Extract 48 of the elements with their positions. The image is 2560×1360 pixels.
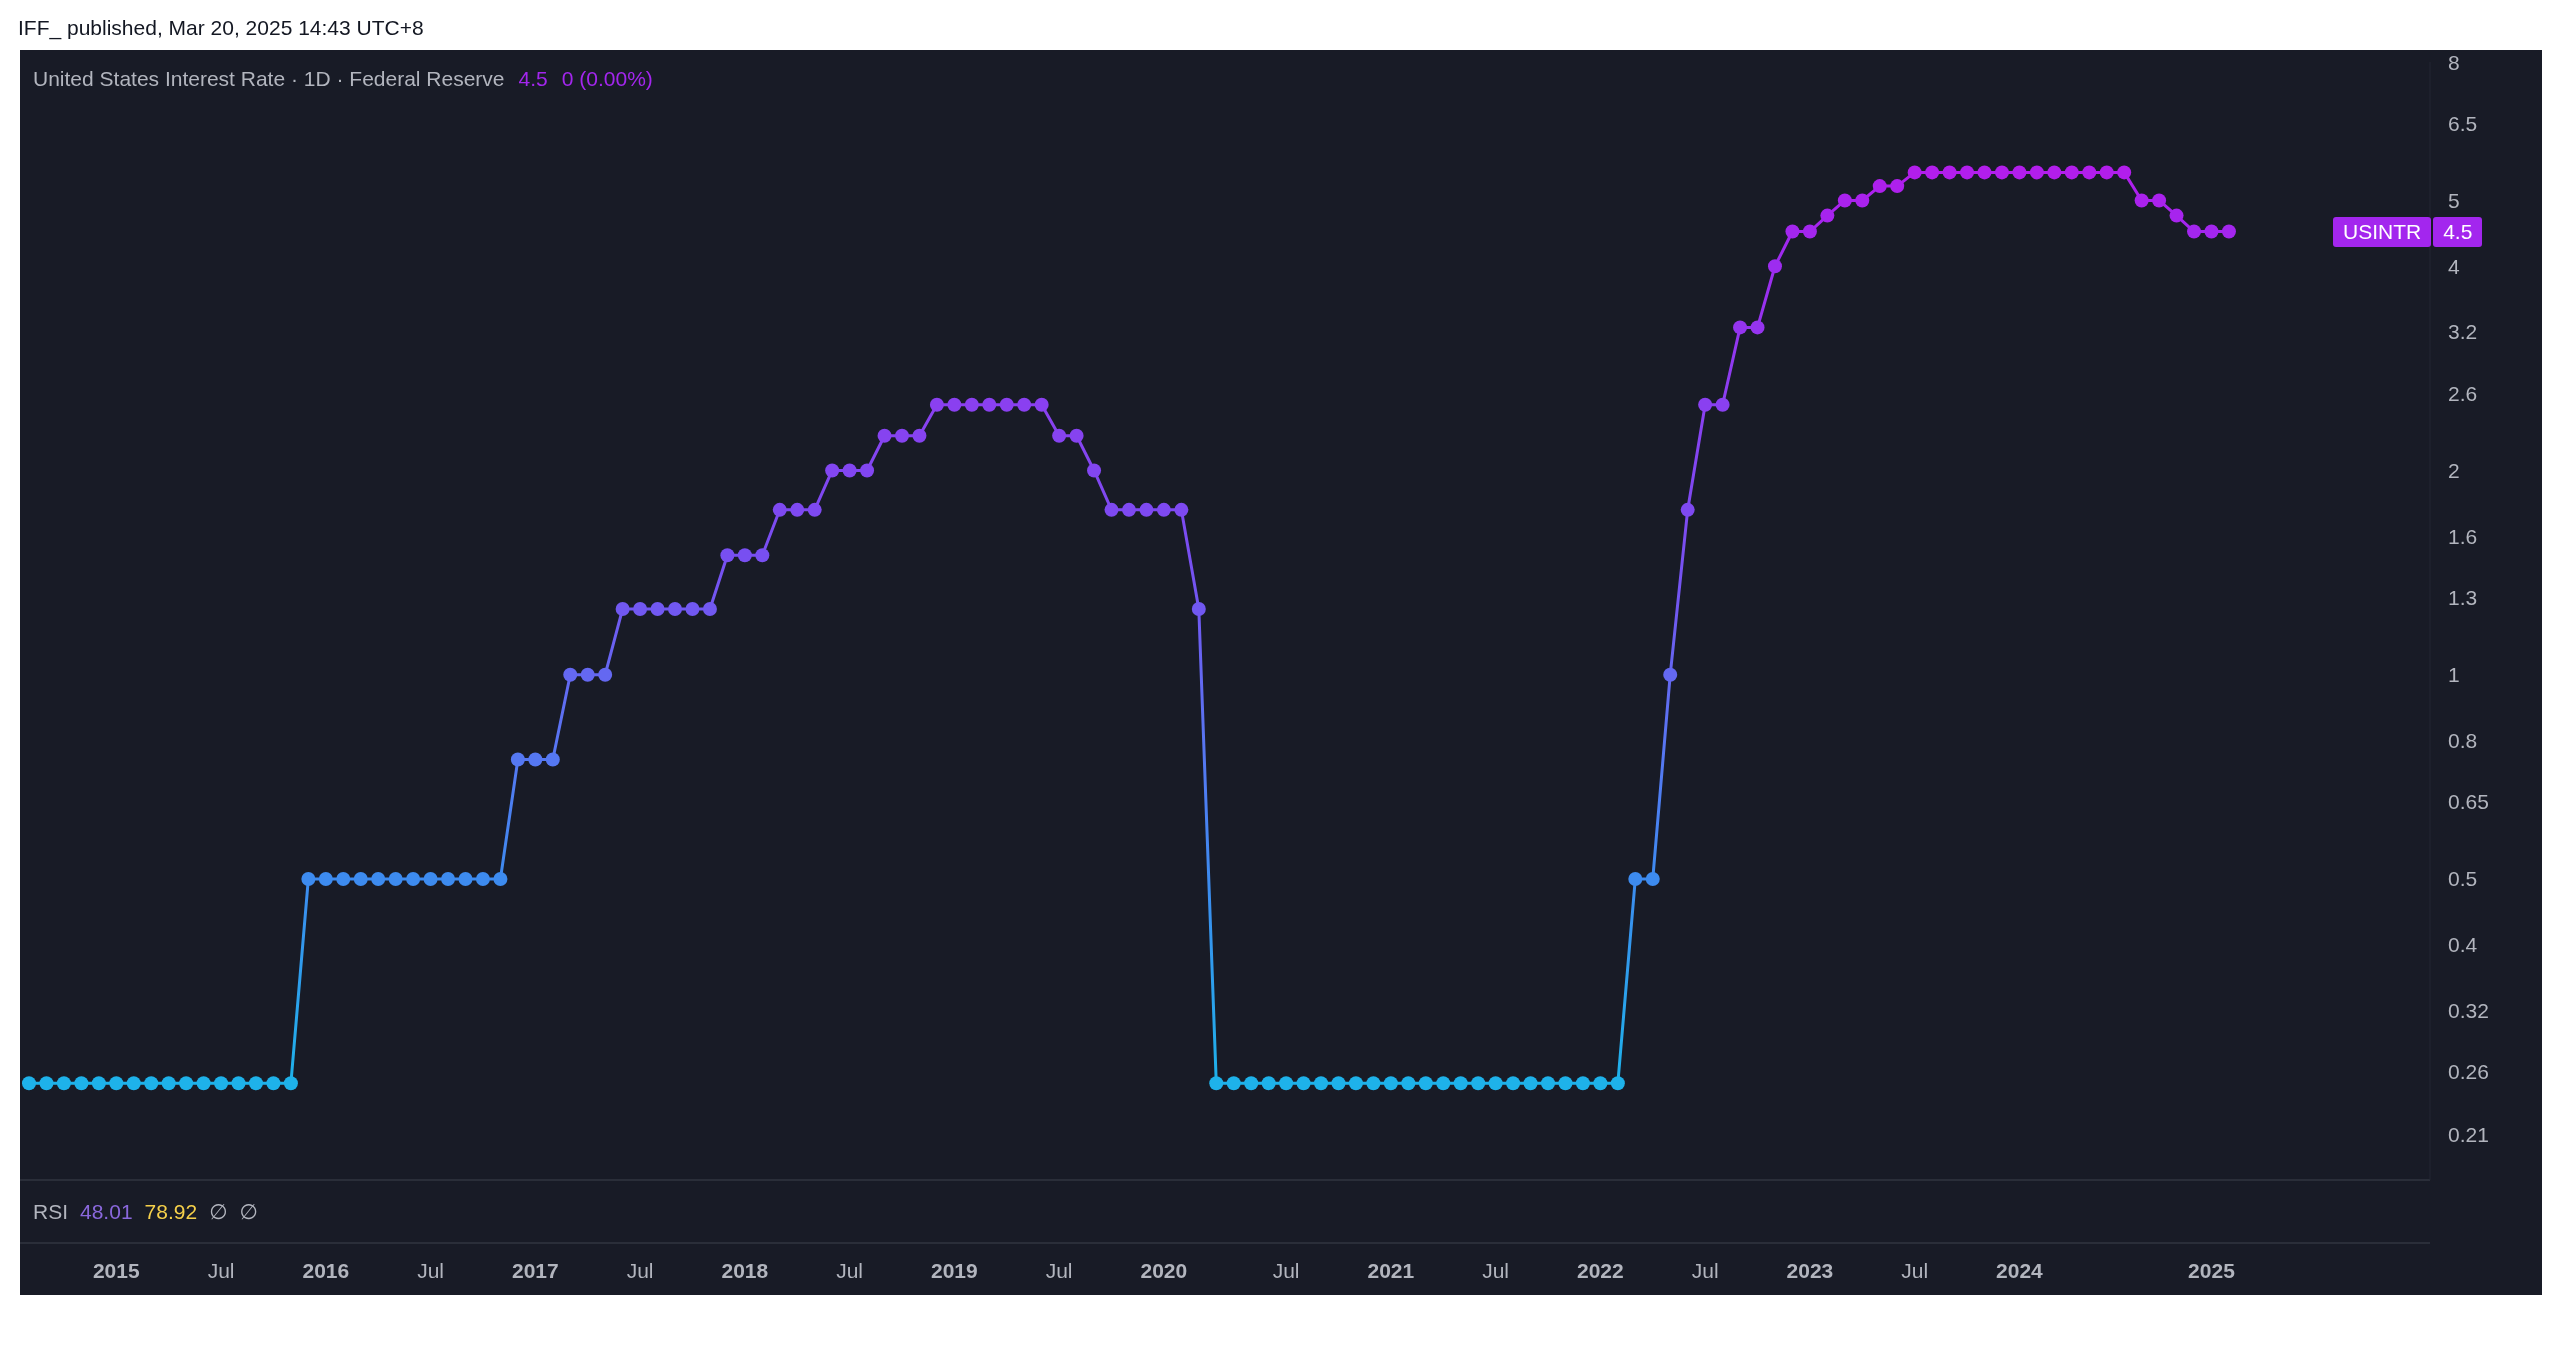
x-tick-label: Jul bbox=[1901, 1258, 1929, 1282]
x-tick-label: 2024 bbox=[1996, 1258, 2044, 1282]
x-tick-label: 2023 bbox=[1786, 1258, 1834, 1282]
x-tick-label: 2025 bbox=[2188, 1258, 2236, 1282]
y-tick-label: 0.32 bbox=[2448, 998, 2489, 1022]
x-tick-label: Jul bbox=[1482, 1258, 1510, 1282]
y-tick-label: 0.5 bbox=[2448, 867, 2478, 891]
x-tick-label: Jul bbox=[836, 1258, 864, 1282]
x-tick-label: 2017 bbox=[511, 1258, 559, 1282]
y-tick-label: 2 bbox=[2448, 458, 2460, 482]
x-tick-label: Jul bbox=[1691, 1258, 1719, 1282]
x-tick-label: Jul bbox=[626, 1258, 654, 1282]
annotation: 4.5 bbox=[518, 66, 548, 92]
text: ∅ bbox=[209, 1198, 228, 1225]
x-tick-label: 2019 bbox=[931, 1258, 978, 1282]
y-tick-label: 5 bbox=[2448, 188, 2460, 212]
y-tick-label: 0.8 bbox=[2448, 728, 2478, 752]
text: ∅ bbox=[239, 1198, 258, 1225]
x-tick-label: 2022 bbox=[1577, 1258, 1624, 1282]
text: 78.92 bbox=[144, 1198, 198, 1225]
y-tick-label: 0.21 bbox=[2448, 1123, 2489, 1147]
y-tick-label: 4 bbox=[2448, 254, 2460, 278]
x-tick-label: Jul bbox=[417, 1258, 445, 1282]
y-tick-label: 0.65 bbox=[2448, 790, 2489, 814]
text: RSI bbox=[33, 1198, 69, 1225]
x-tick-label: Jul bbox=[1272, 1258, 1300, 1282]
x-tick-label: 2020 bbox=[1140, 1258, 1188, 1282]
y-tick-label: 1.6 bbox=[2448, 524, 2478, 548]
y-tick-label: 1 bbox=[2448, 663, 2460, 687]
annotation: 0 (0.00%) bbox=[561, 66, 653, 92]
x-tick-label: 2018 bbox=[721, 1258, 769, 1282]
y-tick-label: 6.5 bbox=[2448, 111, 2478, 135]
y-tick-label: 0.26 bbox=[2448, 1060, 2489, 1084]
x-tick-label: 2015 bbox=[92, 1258, 140, 1282]
text: IFF_ published, Mar 20, 2025 14:43 UTC+8 bbox=[18, 15, 424, 42]
x-tick-label: Jul bbox=[1045, 1258, 1073, 1282]
text: 4.5 bbox=[2433, 216, 2483, 247]
chart-title: United States Interest Rate · 1D · Federal Reserve bbox=[33, 66, 505, 92]
x-tick-label: 2016 bbox=[302, 1258, 350, 1282]
y-tick-label: 2.6 bbox=[2448, 381, 2478, 405]
y-tick-label: 1.3 bbox=[2448, 585, 2478, 609]
annotation: USINTR bbox=[2333, 216, 2432, 247]
x-tick-label: Jul bbox=[207, 1258, 235, 1282]
y-tick-label: 3.2 bbox=[2448, 320, 2478, 344]
y-tick-label: 8 bbox=[2448, 50, 2460, 74]
x-tick-label: 2021 bbox=[1367, 1258, 1415, 1282]
text: 48.01 bbox=[80, 1198, 133, 1225]
y-tick-label: 0.4 bbox=[2448, 933, 2478, 957]
